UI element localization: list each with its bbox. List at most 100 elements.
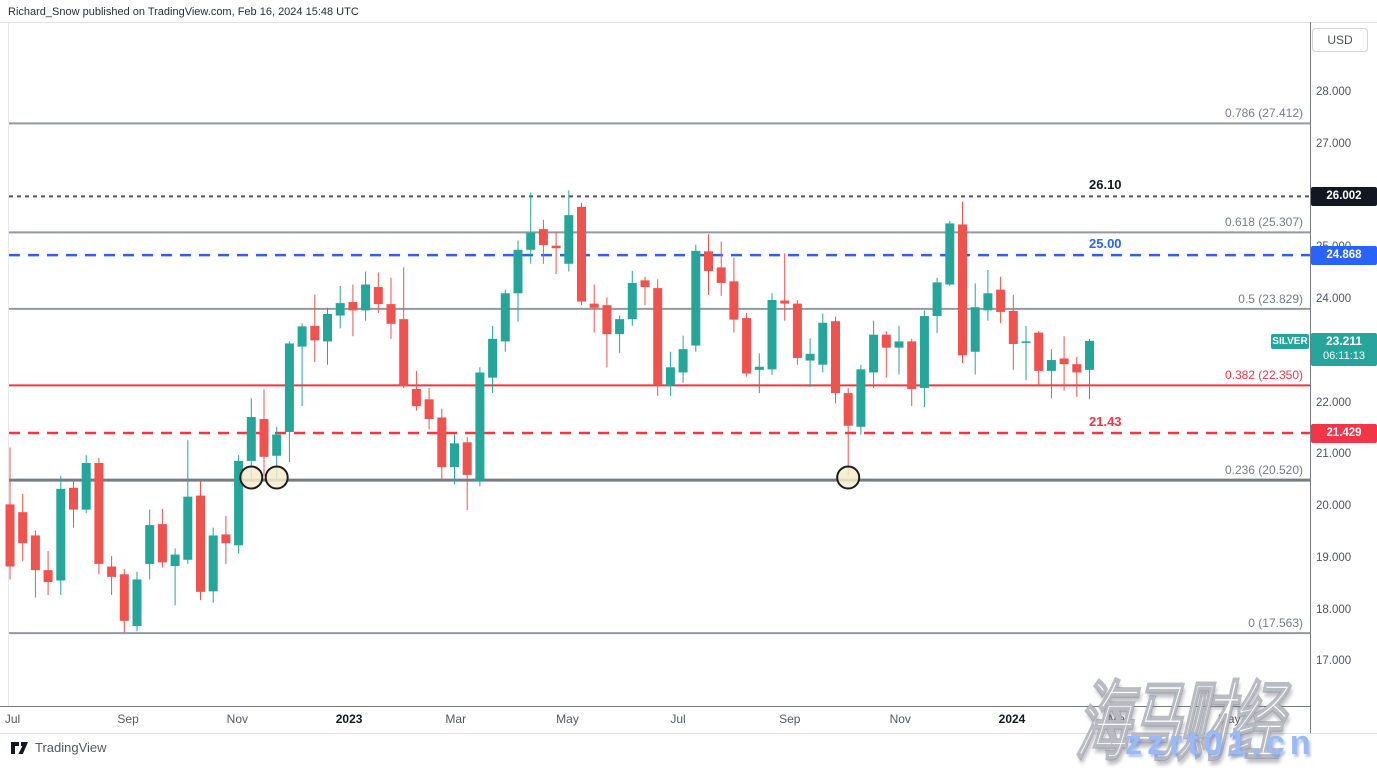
candle-body (729, 281, 739, 320)
candle-body (221, 534, 231, 544)
price-tick-label: 27.000 (1316, 137, 1352, 150)
candle-body (81, 463, 91, 510)
candle-body (767, 300, 777, 370)
candle-body (958, 224, 967, 356)
price-axis-border[interactable] (1310, 22, 1311, 733)
annotation-circle[interactable] (239, 465, 264, 490)
candle-body (272, 434, 282, 456)
time-axis-label: Mar (1108, 712, 1130, 726)
price-tick-label: 22.000 (1316, 396, 1352, 409)
last-price-value: 23.211 (1325, 334, 1363, 349)
candle-body (754, 366, 764, 370)
symbol-tag[interactable]: SILVER (1271, 334, 1309, 349)
fib-level-label: 0.786 (27.412) (1224, 106, 1303, 121)
tradingview-logo-icon (11, 741, 28, 754)
candle-body (526, 232, 536, 250)
candle-body (411, 389, 421, 407)
candle-body (869, 334, 879, 373)
candle-body (589, 303, 599, 308)
candle-body (894, 341, 904, 348)
candle-body (640, 280, 650, 288)
candle-body (551, 245, 561, 249)
candle-body (919, 316, 929, 388)
tradingview-brand-label: TradingView (35, 740, 107, 755)
candle-body (780, 300, 790, 304)
candle-body (475, 372, 485, 482)
candle-body (462, 442, 472, 475)
candle-body (970, 307, 980, 352)
candle-body (704, 251, 713, 272)
candle-body (5, 504, 15, 567)
candle-body (208, 535, 218, 592)
candle-body (805, 353, 815, 361)
candle-body (18, 512, 28, 544)
candle-body (627, 282, 637, 320)
candle-body (577, 206, 586, 302)
price-tick-label: 28.000 (1316, 86, 1352, 98)
candle-body (1008, 310, 1018, 344)
candle-body (907, 341, 917, 390)
price-tick-label: 17.000 (1316, 655, 1352, 668)
price-annotation-label: 26.10 (1089, 177, 1122, 193)
time-axis-label: 2024 (998, 712, 1026, 726)
candle-body (691, 250, 701, 346)
candle-body (157, 524, 167, 563)
candle-body (246, 416, 256, 461)
candle-body (856, 369, 866, 427)
candle-body (437, 417, 447, 468)
candle-body (678, 349, 688, 373)
candle-body (1034, 332, 1044, 371)
candle-body (399, 319, 409, 386)
candle-body (348, 302, 358, 311)
axis-price-badge: 26.002 (1311, 186, 1377, 206)
candle-body (56, 488, 66, 581)
candle-body (297, 326, 307, 347)
watermark-url-text: zzrt01.cn (1125, 724, 1316, 762)
candle-body (43, 570, 53, 583)
pane-left-border (8, 22, 9, 706)
candle-body (716, 267, 726, 283)
tradingview-footer[interactable]: TradingView (10, 740, 107, 755)
axis-price-badge: 21.429 (1311, 423, 1377, 443)
fib-level-label: 0.236 (20.520) (1224, 463, 1303, 478)
annotation-circle[interactable] (264, 465, 289, 490)
candle-body (1059, 358, 1069, 365)
fib-level-label: 0.382 (22.350) (1224, 368, 1303, 383)
candle-body (742, 318, 752, 374)
candle-body (284, 343, 294, 432)
bar-countdown: 06:11:13 (1322, 350, 1365, 363)
candle-body (538, 229, 548, 246)
candle-body (1021, 341, 1031, 343)
candle-body (94, 463, 104, 564)
price-tick-label: 19.000 (1316, 551, 1352, 564)
annotation-circle[interactable] (836, 465, 861, 490)
publish-attribution: Richard_Snow published on TradingView.co… (8, 6, 359, 18)
candle-body (996, 289, 1006, 312)
candle-body (373, 287, 383, 305)
candle-body (665, 367, 675, 386)
price-tick-label: 24.000 (1316, 293, 1352, 305)
candle-body (1072, 364, 1082, 373)
candle-body (119, 574, 129, 621)
candle-body (234, 460, 244, 546)
price-tick-label: 18.000 (1316, 603, 1352, 616)
price-annotation-label: 25.00 (1089, 236, 1122, 252)
candle-body (818, 322, 828, 365)
axis-price-badge: 24.868 (1311, 245, 1377, 265)
time-axis-label: Mar (445, 712, 467, 726)
pane-top-border (0, 22, 1377, 23)
footer-separator (0, 733, 1377, 734)
candle-body (183, 496, 193, 560)
candle-body (653, 288, 663, 386)
candle-body (170, 554, 180, 566)
candle-body (107, 566, 117, 577)
fib-level-label: 0.5 (23.829) (1238, 291, 1303, 306)
currency-toggle-button[interactable]: USD (1312, 28, 1368, 52)
fib-level-label: 0.618 (25.307) (1224, 215, 1303, 230)
candle-body (500, 293, 510, 342)
time-axis-border[interactable] (0, 706, 1310, 707)
fib-level-label: 0 (17.563) (1248, 616, 1303, 631)
candle-body (615, 319, 625, 335)
time-axis-label: 2023 (335, 712, 363, 726)
price-tick-label: 21.000 (1316, 448, 1352, 461)
